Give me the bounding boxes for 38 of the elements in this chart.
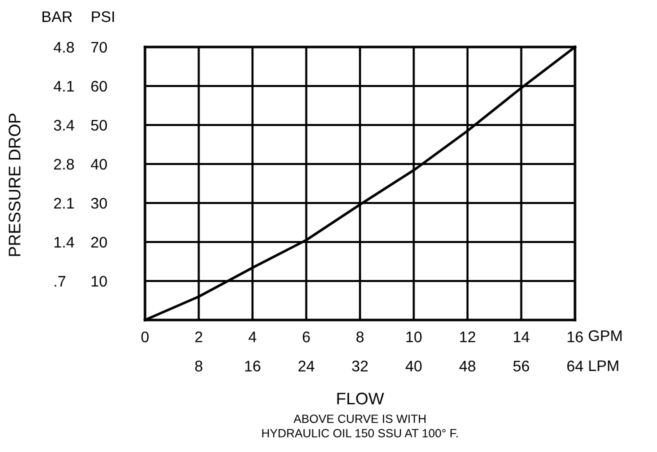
x-axis-title: GPM <box>588 330 622 342</box>
x2-tick-label: 40 <box>406 360 422 372</box>
x-tick-label: 8 <box>356 332 364 342</box>
y-tick-label: 30 <box>91 198 107 209</box>
y-tick-label: 10 <box>92 276 107 287</box>
x-tick-label: 14 <box>514 332 530 342</box>
text: ABOVE CURVE IS WITH HYDRAULIC OIL 150 SSU AT 100° F. <box>262 414 458 438</box>
y2-tick-label: 2.1 <box>54 198 74 209</box>
x-tick-label: 4 <box>248 332 256 342</box>
y2-tick-label: 3.4 <box>54 120 74 131</box>
x-tick-label: 0 <box>141 332 149 342</box>
y-tick-label: 20 <box>91 236 107 248</box>
text: FLOW <box>337 392 384 404</box>
y-tick-label: 60 <box>91 80 107 92</box>
y-tick-label: 40 <box>90 158 107 170</box>
x-tick-label: 10 <box>406 332 422 342</box>
x2-axis-title: LPM <box>589 360 618 371</box>
x-tick-label: 6 <box>302 332 310 342</box>
y-tick-label: 50 <box>91 120 107 131</box>
y2-axis-title: BAR <box>42 11 72 22</box>
y2-tick-label: 4.1 <box>54 81 74 92</box>
x2-tick-label: 64 <box>567 360 584 372</box>
y2-tick-label: 4.8 <box>54 42 74 53</box>
x-tick-label: 12 <box>460 332 476 342</box>
x2-tick-label: 16 <box>245 360 260 372</box>
y-axis-title: PSI <box>92 11 114 22</box>
y2-tick-label: 2.8 <box>54 158 74 170</box>
x-tick-label: 16 <box>568 332 583 342</box>
text: PRESSURE DROP <box>8 114 20 256</box>
y2-tick-label: 1.4 <box>54 237 74 248</box>
x2-tick-label: 32 <box>352 360 368 372</box>
y-tick-label: 70 <box>91 42 107 53</box>
x2-tick-label: 24 <box>298 360 314 372</box>
x2-tick-label: 48 <box>459 360 476 372</box>
x2-tick-label: 8 <box>195 360 202 372</box>
x-tick-label: 2 <box>195 332 202 342</box>
x2-tick-label: 56 <box>513 360 530 372</box>
y2-tick-label: .7 <box>54 276 66 287</box>
